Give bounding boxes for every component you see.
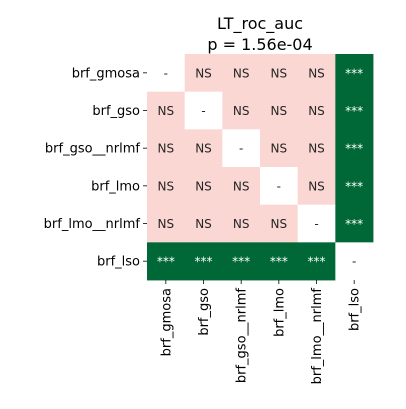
- row-label: brf_gmosa: [72, 66, 140, 81]
- cell-label: -: [352, 255, 356, 269]
- heatmap-cell: [260, 129, 299, 168]
- heatmap-cell: [147, 204, 186, 243]
- cell-label: NS: [271, 66, 288, 80]
- cell-label: -: [314, 217, 318, 231]
- heatmap-cell: [147, 91, 186, 130]
- cell-label: NS: [233, 217, 250, 231]
- heatmap-cell: [335, 204, 374, 243]
- row-label: brf_lmo: [91, 179, 140, 194]
- heatmap-cell: [222, 91, 261, 130]
- cell-label: ***: [157, 255, 175, 269]
- cell-label: -: [164, 66, 168, 80]
- heatmap-cell: [260, 54, 299, 93]
- heatmap-cell: [184, 167, 223, 206]
- cell-label: ***: [270, 255, 288, 269]
- cell-label: NS: [158, 104, 175, 118]
- column-label: brf_gmosa: [159, 288, 174, 356]
- heatmap-cell: [184, 242, 223, 281]
- column-labels: brf_gmosa brf_gso brf_gso__nrlmf brf_lmo brf…: [159, 280, 363, 385]
- cell-label: ***: [345, 179, 363, 193]
- heatmap-cell: [335, 54, 374, 93]
- cell-label: ***: [308, 255, 326, 269]
- cell-label: -: [239, 142, 243, 156]
- row-label: brf_lmo__nrlmf: [44, 217, 141, 232]
- cell-label: -: [201, 104, 205, 118]
- title-pvalue: p = 1.56e-04: [207, 35, 312, 54]
- cell-label: NS: [308, 104, 325, 118]
- cell-label: NS: [233, 179, 250, 193]
- heatmap-cell: [297, 242, 336, 281]
- heatmap-cell: [335, 167, 374, 206]
- heatmap-cells: - NS NS NS NS *** NS - NS NS NS *** NS NS - NS NS *** NS NS…: [147, 54, 374, 281]
- heatmap-cell: [222, 204, 261, 243]
- cell-label: NS: [233, 104, 250, 118]
- heatmap-cell: [260, 167, 299, 206]
- cell-label: NS: [271, 142, 288, 156]
- heatmap-cell: [260, 204, 299, 243]
- column-label: brf_lmo: [272, 288, 287, 337]
- heatmap-cell: [147, 242, 186, 281]
- heatmap-cell: [147, 129, 186, 168]
- heatmap-cell: [297, 91, 336, 130]
- heatmap-cell: [260, 91, 299, 130]
- heatmap-cell: [297, 129, 336, 168]
- cell-label: NS: [308, 142, 325, 156]
- cell-label: NS: [158, 142, 175, 156]
- heatmap-cell: [222, 54, 261, 93]
- row-label: brf_gso__nrlmf: [45, 142, 141, 157]
- cell-label: NS: [158, 217, 175, 231]
- row-label: brf_gso: [92, 104, 140, 119]
- cell-label: ***: [195, 255, 213, 269]
- cell-label: NS: [195, 142, 212, 156]
- heatmap-cell: [184, 54, 223, 93]
- cell-label: ***: [345, 104, 363, 118]
- heatmap-cell: [222, 242, 261, 281]
- row-labels: brf_gmosa brf_gso brf_gso__nrlmf brf_lmobrf…: [44, 66, 147, 270]
- heatmap-cell: [222, 129, 261, 168]
- heatmap-cell: [297, 204, 336, 243]
- cell-label: ***: [232, 255, 250, 269]
- cell-label: NS: [158, 179, 175, 193]
- cell-label: NS: [308, 179, 325, 193]
- cell-label: NS: [195, 179, 212, 193]
- title-metric: LT_roc_auc: [217, 14, 303, 34]
- cell-label: NS: [271, 217, 288, 231]
- heatmap-cell: [297, 54, 336, 93]
- cell-label: ***: [345, 217, 363, 231]
- cell-label: ***: [345, 142, 363, 156]
- heatmap-cell: [184, 91, 223, 130]
- heatmap-cell: [335, 242, 374, 281]
- heatmap-cell: [222, 167, 261, 206]
- cell-label: NS: [271, 104, 288, 118]
- row-label: brf_lso: [97, 255, 140, 270]
- heatmap-cell: [184, 204, 223, 243]
- heatmap-cell: [297, 167, 336, 206]
- heatmap-cell: [184, 129, 223, 168]
- heatmap-cell: [335, 91, 374, 130]
- cell-label: NS: [308, 66, 325, 80]
- column-label: brf_gso: [197, 288, 212, 336]
- heatmap-cell: [147, 54, 186, 93]
- column-label: brf_lso: [348, 288, 363, 331]
- cell-label: -: [277, 179, 281, 193]
- heatmap-cell: [260, 242, 299, 281]
- cell-label: ***: [345, 66, 363, 80]
- heatmap-cell: [335, 129, 374, 168]
- column-label: brf_gso__nrlmf: [235, 288, 250, 384]
- cell-label: NS: [195, 66, 212, 80]
- cell-label: NS: [233, 66, 250, 80]
- cell-label: NS: [195, 217, 212, 231]
- column-label: brf_lmo__nrlmf: [310, 288, 325, 385]
- heatmap-cell: [147, 167, 186, 206]
